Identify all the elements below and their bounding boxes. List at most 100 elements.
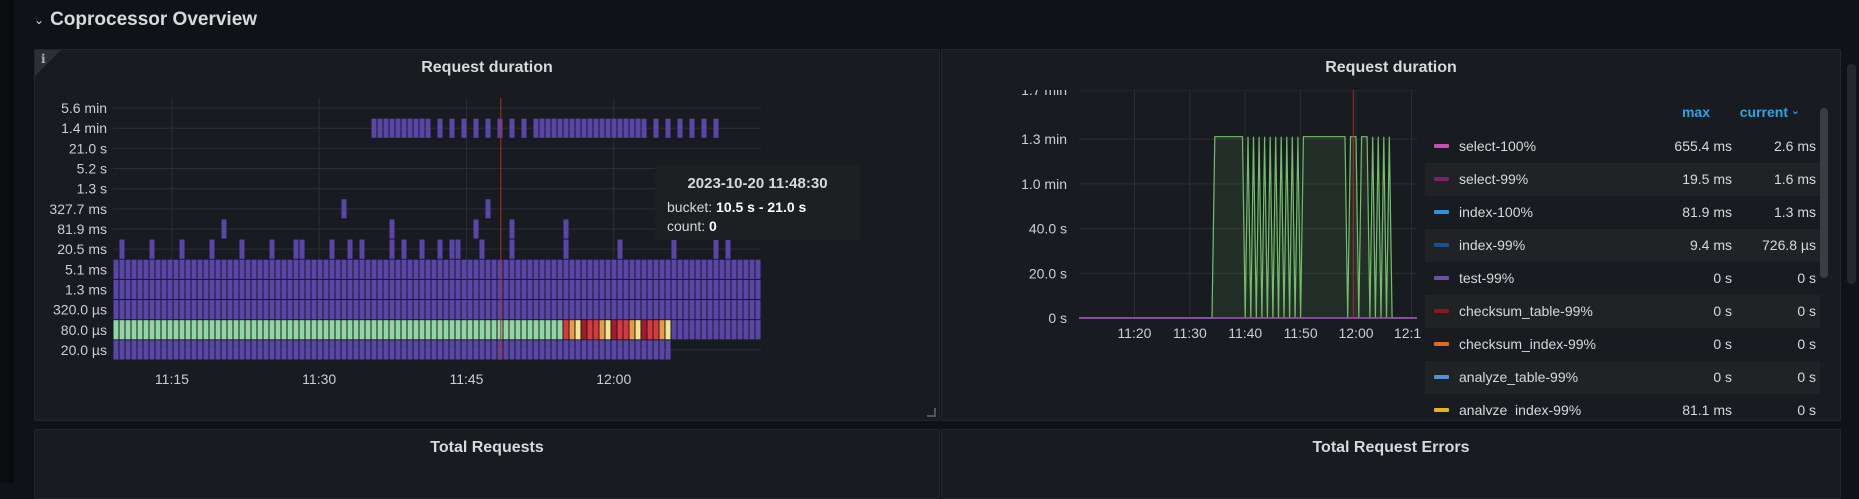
legend-swatch	[1434, 177, 1449, 181]
row-header-coprocessor-overview[interactable]: ⌄ Coprocessor Overview	[34, 6, 257, 34]
heatmap-cell	[713, 279, 719, 300]
heatmap-cell	[293, 259, 299, 279]
heatmap-cell	[611, 118, 617, 138]
heatmap-cell	[419, 340, 425, 360]
heatmap-cell	[545, 259, 551, 279]
resize-handle[interactable]	[927, 408, 936, 417]
panel-title[interactable]: Total Requests	[430, 439, 544, 456]
legend-item[interactable]: select-99% 19.5 ms 1.6 ms	[1425, 163, 1820, 196]
info-corner[interactable]	[35, 50, 61, 76]
heatmap-cell	[485, 279, 491, 300]
chevron-down-icon[interactable]: ⌄	[34, 13, 45, 27]
chevron-down-icon[interactable]: ⌄	[1790, 105, 1800, 117]
y-tick-label: 1.4 min	[61, 120, 107, 136]
heatmap-cell	[557, 259, 563, 279]
heatmap-cell	[233, 259, 239, 279]
heatmap-cell	[509, 320, 515, 340]
heatmap-cell	[395, 340, 401, 360]
legend-item[interactable]: analyze_table-99% 0 s 0 s	[1425, 361, 1820, 394]
heatmap-cell	[539, 340, 545, 360]
panel-title[interactable]: Request duration	[1325, 59, 1457, 76]
heatmap-cell	[539, 259, 545, 279]
y-tick-label: 5.2 s	[77, 161, 107, 177]
legend-header-current[interactable]: current	[1739, 104, 1788, 120]
x-tick-label: 11:30	[1173, 325, 1207, 341]
heatmap-cell	[401, 320, 407, 340]
heatmap-cell	[119, 300, 125, 320]
heatmap-cell	[569, 300, 575, 320]
heatmap-cell	[533, 279, 539, 300]
heatmap-cell	[587, 259, 593, 279]
x-tick-label: 11:20	[1117, 325, 1151, 341]
heatmap-cell	[551, 259, 557, 279]
heatmap-cell	[341, 340, 347, 360]
heatmap-cell	[647, 320, 653, 340]
legend-item[interactable]: index-100% 81.9 ms 1.3 ms	[1425, 196, 1820, 229]
heatmap-cell	[329, 259, 335, 279]
heatmap-cell	[395, 259, 401, 279]
info-icon[interactable]: i	[41, 52, 46, 66]
heatmap-cell	[515, 279, 521, 300]
heatmap-cell	[203, 259, 209, 279]
heatmap-cell	[701, 320, 707, 340]
heatmap-cell	[155, 320, 161, 340]
heatmap-cell	[329, 279, 335, 300]
heatmap-cell	[635, 340, 641, 360]
heatmap-cell	[197, 300, 203, 320]
heatmap-cell	[221, 279, 227, 300]
heatmap-cell	[389, 300, 395, 320]
heatmap-cell	[149, 239, 155, 259]
legend-item[interactable]: select-100% 655.4 ms 2.6 ms	[1425, 130, 1820, 163]
heatmap-cell	[293, 320, 299, 340]
heatmap-cell	[125, 259, 131, 279]
panel-title[interactable]: Request duration	[421, 59, 553, 76]
legend-item[interactable]: index-99% 9.4 ms 726.8 µs	[1425, 229, 1820, 262]
heatmap-cell	[173, 340, 179, 360]
heatmap-cell	[629, 320, 635, 340]
legend-item[interactable]: checksum_table-99% 0 s 0 s	[1425, 295, 1820, 328]
heatmap-cell	[347, 340, 353, 360]
heatmap-cell	[161, 259, 167, 279]
heatmap-cell	[527, 320, 533, 340]
legend-scrollbar[interactable]	[1820, 108, 1828, 278]
y-tick-label: 1.3 ms	[65, 281, 107, 297]
x-tick-label: 12:00	[1339, 325, 1374, 341]
heatmap-cell	[749, 320, 755, 340]
heatmap-cell	[623, 300, 629, 320]
heatmap-cell	[149, 300, 155, 320]
legend-item[interactable]: analyze_index-99% 81.1 ms 0 s	[1425, 394, 1820, 415]
series-area	[1079, 136, 1417, 318]
heatmap-cell	[485, 340, 491, 360]
heatmap-cell	[383, 300, 389, 320]
heatmap-cell	[611, 279, 617, 300]
heatmap-cell	[629, 259, 635, 279]
page-scrollbar[interactable]	[1847, 64, 1856, 284]
heatmap-cell	[539, 279, 545, 300]
heatmap-cell	[413, 118, 419, 138]
legend-item[interactable]: checksum_index-99% 0 s 0 s	[1425, 328, 1820, 361]
heatmap-cell	[413, 300, 419, 320]
heatmap-cell	[653, 340, 659, 360]
y-tick-label: 40.0 s	[1029, 221, 1067, 237]
heatmap-cell	[611, 320, 617, 340]
heatmap-cell	[347, 239, 353, 259]
heatmap-cell	[461, 118, 467, 138]
heatmap-cell	[227, 259, 233, 279]
heatmap-tooltip: 2023-10-20 11:48:30 bucket: 10.5 s - 21.…	[655, 165, 860, 240]
heatmap-cell	[599, 320, 605, 340]
heatmap-cell	[635, 279, 641, 300]
panel-title[interactable]: Total Request Errors	[1312, 439, 1470, 456]
heatmap-cell	[353, 300, 359, 320]
heatmap-chart[interactable]: 20.0 µs 80.0 µs 320.0 µs 1.3 ms 5.1 ms 20.5 m…	[35, 86, 941, 421]
heatmap-cell	[689, 118, 695, 138]
heatmap-cell	[245, 320, 251, 340]
duration-line-chart[interactable]: 0 s 20.0 s 40.0 s 1.0 min 1.3 min 1.7 min 11:2…	[941, 90, 1421, 420]
heatmap-cell	[461, 340, 467, 360]
heatmap-cell	[629, 300, 635, 320]
heatmap-cell	[593, 320, 599, 340]
legend-item[interactable]: test-99% 0 s 0 s	[1425, 262, 1820, 295]
heatmap-cell	[509, 219, 515, 239]
heatmap-cell	[749, 259, 755, 279]
legend-header-max[interactable]: max	[1681, 104, 1710, 120]
heatmap-cell	[443, 279, 449, 300]
